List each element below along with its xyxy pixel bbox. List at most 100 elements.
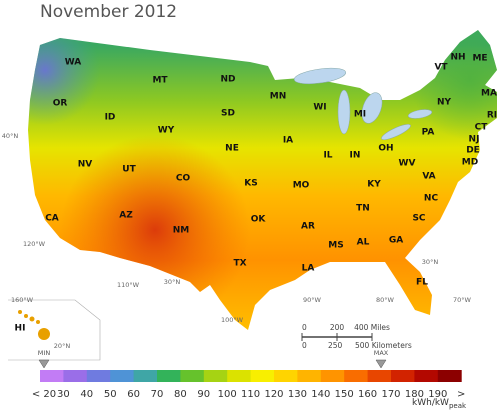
state-label: MN — [270, 92, 287, 102]
state-label: MO — [293, 181, 310, 191]
state-label: AL — [357, 238, 370, 248]
scale-label: 0 — [302, 323, 307, 332]
inset-frame — [8, 299, 101, 361]
graticule-label: 30°N — [422, 258, 439, 266]
state-label: WI — [313, 103, 326, 113]
legend-swatch — [86, 370, 111, 382]
legend-unit: kWh/kWpeak — [412, 398, 467, 410]
legend-label: 30 — [57, 389, 70, 400]
legend-swatch — [414, 370, 439, 382]
state-label: MT — [152, 76, 168, 86]
state-label: VT — [434, 63, 448, 73]
state-label: MA — [481, 89, 497, 99]
state-label: CT — [475, 123, 489, 133]
state-label: PA — [422, 128, 435, 138]
state-label: ME — [472, 54, 487, 64]
state-label: RI — [487, 111, 497, 121]
graticule-label: 30°N — [164, 278, 181, 286]
graticule-label: 70°W — [453, 296, 472, 304]
scale-label: 200 — [330, 323, 345, 332]
state-label: AZ — [119, 211, 133, 221]
state-label: NH — [450, 53, 465, 63]
state-label: OH — [378, 144, 393, 154]
state-label: UT — [122, 165, 136, 175]
legend-swatch — [180, 370, 205, 382]
state-label: ID — [105, 113, 116, 123]
legend-swatch — [203, 370, 228, 382]
legend-label: 140 — [311, 389, 330, 400]
state-label: MD — [462, 158, 478, 168]
great-lakes — [293, 67, 433, 140]
state-label: IA — [283, 136, 293, 146]
legend-swatch — [297, 370, 322, 382]
state-label: MS — [328, 241, 343, 251]
state-label: CO — [176, 174, 191, 184]
scale-label: 400 Miles — [354, 323, 390, 332]
scale-label: 500 Kilometers — [355, 341, 412, 350]
state-label: TN — [356, 204, 370, 214]
state-label: NJ — [469, 135, 480, 145]
graticule-label: 90°W — [303, 296, 322, 304]
legend-swatch — [344, 370, 369, 382]
legend-label: 120 — [264, 389, 283, 400]
legend-swatch — [157, 370, 181, 382]
legend-unit-sub: peak — [449, 402, 467, 410]
state-label: NC — [424, 194, 439, 204]
state-label: WV — [399, 159, 416, 169]
legend-swatch — [367, 370, 392, 382]
state-label: FL — [416, 278, 428, 288]
graticule-label: 20°N — [54, 342, 71, 350]
legend-label: 190 — [428, 389, 447, 400]
state-label: OR — [53, 99, 68, 109]
legend-label: 60 — [127, 389, 140, 400]
scale-label: 250 — [328, 341, 343, 350]
state-label: OK — [251, 215, 267, 225]
legend-label: 150 — [335, 389, 354, 400]
state-label: HI — [15, 324, 26, 334]
state-label: MI — [354, 110, 366, 120]
legend-swatch — [110, 370, 135, 382]
legend-label: 50 — [104, 389, 117, 400]
legend-label: 110 — [241, 389, 260, 400]
graticule-label: 120°W — [23, 240, 46, 248]
state-label: SC — [412, 214, 425, 224]
state-label: NM — [173, 226, 190, 236]
legend-label: 40 — [80, 389, 93, 400]
state-label: CA — [45, 214, 59, 224]
state-label: AR — [301, 222, 315, 232]
legend-label: > — [457, 389, 465, 400]
legend-label: < 20 — [32, 389, 56, 400]
legend-label: 100 — [218, 389, 237, 400]
legend-swatch — [274, 370, 298, 382]
legend-label: 80 — [174, 389, 187, 400]
legend-label: 160 — [358, 389, 377, 400]
legend-marker-label: MIN — [38, 349, 51, 357]
state-label: TX — [233, 259, 246, 269]
legend-marker — [375, 359, 387, 369]
hawaii — [18, 310, 50, 340]
state-label: NV — [78, 160, 93, 170]
legend-label: 180 — [405, 389, 424, 400]
graticule-label: 100°W — [221, 316, 244, 324]
state-label: VA — [422, 172, 435, 182]
map-title: November 2012 — [40, 2, 177, 22]
legend-unit-text: kWh/kW — [412, 398, 449, 408]
graticule-label: 80°W — [376, 296, 395, 304]
state-label: WA — [65, 58, 82, 68]
legend-swatch — [320, 370, 345, 382]
legend-label: 170 — [381, 389, 400, 400]
state-label: IN — [350, 151, 361, 161]
scale-bar — [301, 333, 373, 341]
legend-swatch — [250, 370, 275, 382]
state-label: WY — [158, 126, 175, 136]
state-label: ND — [220, 75, 235, 85]
legend-label: 130 — [288, 389, 307, 400]
graticule-label: 40°N — [2, 132, 19, 140]
state-label: NY — [437, 98, 452, 108]
state-label: LA — [302, 264, 315, 274]
legend-swatch — [40, 370, 64, 382]
state-label: DE — [466, 146, 480, 156]
state-label: SD — [221, 109, 235, 119]
scale-label: 0 — [302, 341, 307, 350]
